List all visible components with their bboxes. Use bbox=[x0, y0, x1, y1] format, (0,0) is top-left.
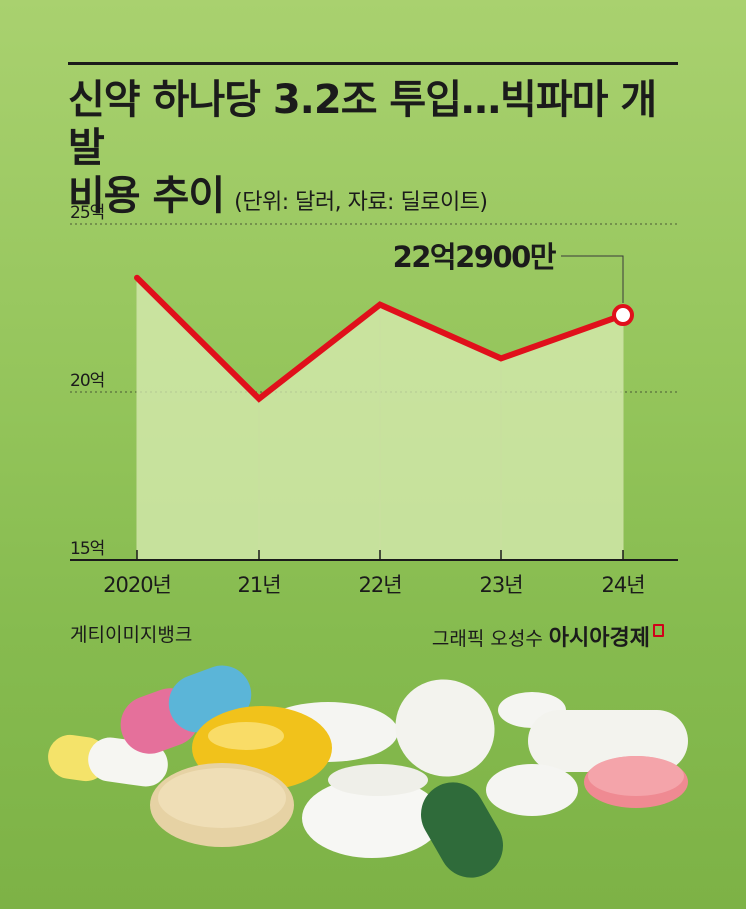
title-line-2-wrap: 비용 추이 (단위: 달러, 자료: 딜로이트) bbox=[68, 172, 688, 227]
brand-logo: 아시아경제 bbox=[548, 626, 650, 651]
tablet-white-oblong-icon bbox=[395, 679, 495, 777]
chart-subtitle: (단위: 달러, 자료: 딜로이트) bbox=[234, 190, 488, 215]
photo-credit: 게티이미지뱅크 bbox=[70, 624, 193, 646]
x-tick-label: 23년 bbox=[479, 573, 522, 597]
chart-title: 신약 하나당 3.2조 투입…빅파마 개발 비용 추이 (단위: 달러, 자료: … bbox=[68, 76, 688, 227]
tablet-white-round-icon bbox=[302, 778, 442, 858]
area-layer bbox=[136, 277, 624, 560]
pills-illustration bbox=[48, 665, 688, 878]
tablet-white-round-right-icon bbox=[486, 764, 578, 816]
x-tick-label: 2020년 bbox=[103, 573, 171, 597]
tablet-white-flat bbox=[328, 764, 428, 796]
graphic-credit-text: 그래픽 오성수 bbox=[431, 628, 543, 650]
graphic-credit: 그래픽 오성수 아시아경제 bbox=[432, 620, 664, 652]
tablet-pink-top bbox=[588, 756, 684, 796]
title-rule bbox=[68, 62, 678, 65]
capsule-green-icon bbox=[421, 782, 503, 878]
data-point bbox=[612, 304, 634, 327]
line-chart: 25억 20억 15억 2020년 21년 22년 23년 24년 22억2900만 bbox=[70, 203, 678, 597]
title-line-2: 비용 추이 bbox=[68, 173, 225, 219]
title-line-1: 신약 하나당 3.2조 투입…빅파마 개발 bbox=[68, 77, 657, 171]
y-tick-label: 15억 bbox=[70, 539, 104, 559]
softgel-highlight bbox=[208, 722, 284, 750]
y-tick-label: 20억 bbox=[70, 371, 104, 391]
tablet-beige-top bbox=[158, 768, 286, 828]
y-tick-label: 25억 bbox=[70, 203, 104, 223]
line-layer bbox=[134, 255, 634, 403]
x-tick-label: 24년 bbox=[601, 573, 644, 597]
tablet-white-capsule-icon bbox=[528, 710, 688, 772]
annotation-leader bbox=[561, 255, 624, 304]
x-tick-label: 21년 bbox=[237, 573, 280, 597]
x-axis bbox=[70, 550, 678, 561]
brand-mark-icon bbox=[653, 624, 664, 637]
series-line bbox=[134, 274, 626, 403]
labels: 25억 20억 15억 2020년 21년 22년 23년 24년 22억2900만 bbox=[70, 203, 646, 597]
x-tick-label: 22년 bbox=[358, 573, 401, 597]
annotation-label: 22억2900만 bbox=[393, 240, 557, 274]
